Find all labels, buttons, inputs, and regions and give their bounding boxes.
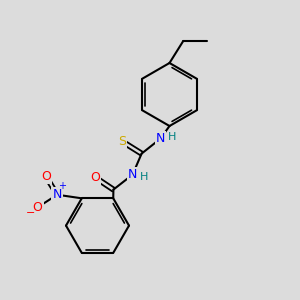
Text: N: N — [156, 132, 165, 145]
Text: O: O — [33, 201, 43, 214]
Text: N: N — [52, 188, 62, 201]
Text: S: S — [118, 135, 126, 148]
Text: O: O — [91, 171, 100, 184]
Text: N: N — [128, 168, 137, 181]
Text: H: H — [140, 172, 148, 182]
Text: −: − — [26, 208, 35, 218]
Text: H: H — [168, 132, 176, 142]
Text: O: O — [41, 169, 51, 183]
Text: +: + — [58, 181, 66, 191]
